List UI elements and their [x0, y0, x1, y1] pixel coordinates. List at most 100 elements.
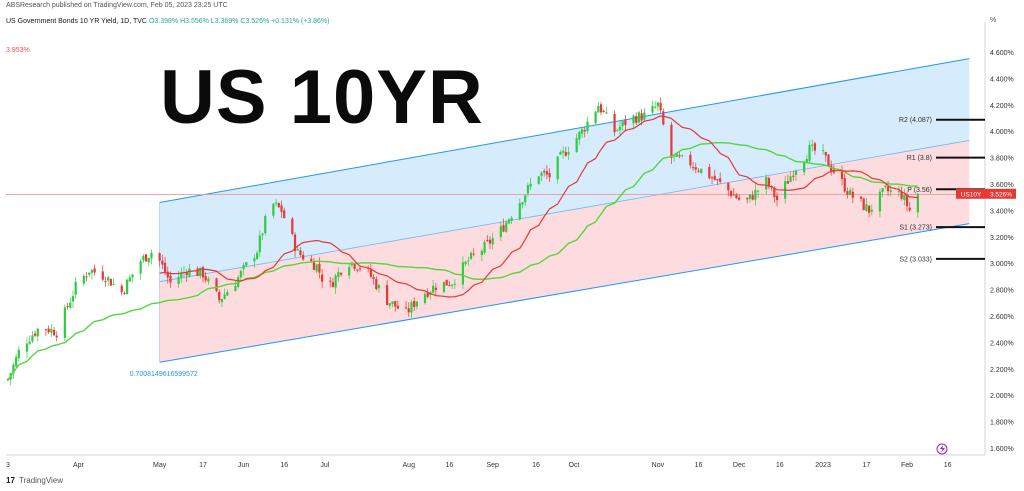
- candle-body: [767, 178, 771, 187]
- last-price-badge: [986, 188, 1016, 199]
- x-tick-label: 16: [695, 462, 703, 469]
- candle-body: [803, 161, 806, 173]
- candle-body: [448, 285, 451, 287]
- y-tick-label: 3.800%: [990, 156, 1014, 163]
- x-tick-label: Jun: [238, 462, 249, 469]
- candle-body: [264, 216, 267, 234]
- candle-body: [310, 258, 313, 262]
- candle-body: [575, 138, 578, 153]
- candle-body: [488, 239, 492, 244]
- candle-body: [372, 277, 375, 279]
- candle-body: [792, 175, 795, 177]
- candle-body: [564, 152, 567, 156]
- candle-body: [434, 287, 437, 290]
- candle-body: [559, 151, 562, 155]
- candle-body: [423, 294, 427, 304]
- candle-body: [166, 271, 169, 278]
- y-tick-label: 3.400%: [990, 208, 1014, 215]
- candle-body: [537, 176, 540, 184]
- candle-body: [407, 308, 410, 313]
- candle-body: [215, 278, 218, 292]
- candle-body: [635, 116, 638, 123]
- candle-body: [204, 275, 207, 281]
- big-title: US 10YR: [160, 55, 484, 140]
- candle-body: [738, 197, 741, 200]
- x-tick-label: 16: [280, 462, 288, 469]
- symbol-line: US Government Bonds 10 YR Yield, 1D, TVC…: [6, 18, 330, 25]
- candle-body: [161, 260, 164, 265]
- candle-body: [502, 225, 505, 232]
- candle-body: [207, 278, 210, 282]
- candle-body: [199, 267, 202, 276]
- candle-body: [843, 178, 846, 192]
- channel-value-label: 0.7008149616599572: [130, 371, 198, 378]
- candle-body: [469, 252, 473, 259]
- candle-body: [461, 262, 465, 285]
- candle-body: [472, 253, 475, 255]
- lightning-bolt-icon: [940, 445, 945, 453]
- candle-body: [413, 300, 416, 307]
- candle-body: [88, 272, 91, 275]
- candle-body: [524, 195, 527, 203]
- x-tick-label: 2023: [815, 462, 831, 469]
- candle-body: [201, 267, 205, 278]
- candle-body: [729, 190, 733, 197]
- candle-body: [388, 303, 391, 306]
- candle-body: [302, 254, 305, 260]
- x-tick-label: 17: [862, 462, 870, 469]
- tradingview-brand: TradingView: [18, 476, 64, 485]
- y-tick-label: 1.800%: [990, 420, 1014, 427]
- candle-body: [754, 189, 757, 200]
- candle-body: [107, 277, 110, 281]
- candle-body: [28, 341, 31, 344]
- candle-body: [147, 257, 150, 263]
- candle-body: [708, 166, 711, 179]
- candle-body: [727, 182, 730, 191]
- candle-body: [404, 307, 408, 309]
- candle-body: [66, 305, 69, 307]
- candle-body: [369, 268, 372, 277]
- candle-body: [315, 264, 318, 272]
- candle-body: [196, 268, 199, 277]
- candle-body: [128, 277, 131, 282]
- candle-body: [337, 271, 340, 278]
- candle-body: [358, 268, 362, 270]
- x-tick-label: 16: [944, 462, 952, 469]
- lightning-icon[interactable]: [936, 443, 948, 455]
- x-tick-label: Nov: [652, 462, 665, 469]
- candle-body: [348, 266, 351, 276]
- candle-body: [637, 112, 641, 123]
- candle-body: [813, 143, 817, 151]
- candle-body: [55, 335, 58, 338]
- candle-body: [691, 167, 695, 169]
- candle-body: [654, 106, 657, 108]
- candle-body: [507, 219, 511, 224]
- candle-body: [505, 222, 508, 232]
- candle-body: [916, 193, 919, 213]
- candle-body: [415, 301, 418, 307]
- candle-body: [602, 110, 605, 112]
- candle-body: [464, 261, 467, 265]
- y-tick-label: 2.200%: [990, 367, 1014, 374]
- candle-body: [865, 204, 868, 211]
- candle-body: [467, 260, 470, 262]
- ohlc-values: O3.398% H3.556% L3.369% C3.526% +0.131% …: [148, 18, 330, 25]
- candle-body: [453, 283, 456, 285]
- candle-body: [773, 187, 776, 198]
- x-tick-label: 3: [6, 462, 10, 469]
- channel-lower-line: [159, 223, 970, 363]
- candle-body: [396, 305, 400, 309]
- candle-body: [618, 126, 622, 131]
- candle-body: [884, 185, 887, 188]
- candle-body: [394, 301, 397, 307]
- candle-body: [681, 155, 684, 157]
- candle-body: [881, 188, 884, 192]
- pivot-label: S2 (3.033): [899, 256, 932, 263]
- x-tick-label: 16: [445, 462, 453, 469]
- x-tick-label: Aug: [403, 462, 416, 469]
- candle-body: [786, 181, 789, 184]
- y-tick-label: 2.600%: [990, 314, 1014, 321]
- slow-moving-average-line: [7, 142, 918, 380]
